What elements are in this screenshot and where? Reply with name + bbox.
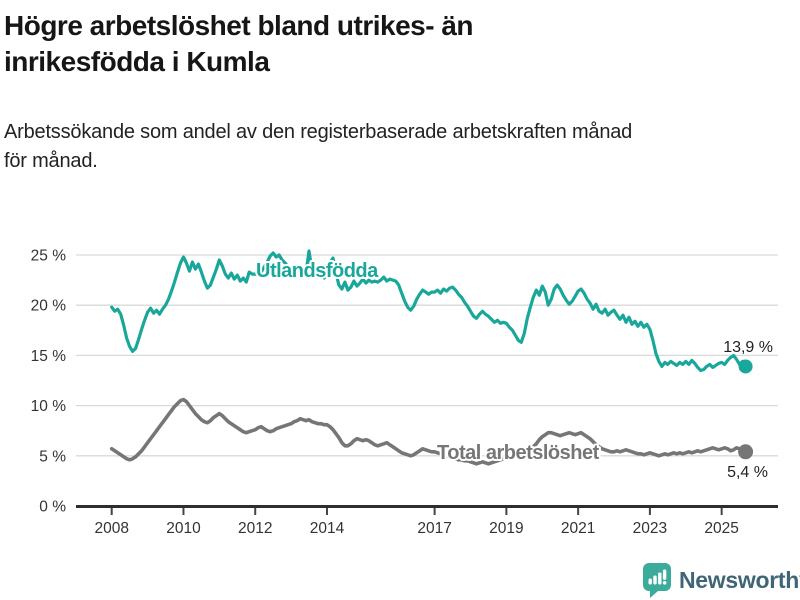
newsworthy-logo-icon [643,563,671,598]
end-value-label-total-arbetsl-shet: 5,4 % [727,464,768,481]
bar-1 [648,578,652,585]
bar-2 [653,575,657,585]
speech-bubble-shape [643,563,671,598]
x-tick-label-2019: 2019 [489,520,523,537]
series-line-total-arbetsl-shet [109,397,748,466]
y-tick-label-25: 25 % [31,248,67,265]
end-value-label-utlandsf-dda: 13,9 % [723,339,773,356]
chart-title-line-2: inrikesfödda i Kumla [4,46,270,77]
series-label-total-arbetsl-shet: Total arbetslöshet [437,442,600,464]
bar-3 [658,572,662,585]
y-tick-label-15: 15 % [31,348,67,365]
series-label-utlandsf-dda: Utlandsfödda [256,260,379,282]
x-tick-label-2021: 2021 [561,520,595,537]
chart-subtitle-line-1: Arbetssökande som andel av den registerb… [4,121,633,143]
exclamation-stem [662,569,667,580]
chart-subtitle: Arbetssökande som andel av den registerb… [4,118,632,176]
series-end-dot-total-arbetsl-shet [738,444,754,460]
x-tick-label-2023: 2023 [633,520,667,537]
x-tick-label-2008: 2008 [94,520,128,537]
brand-name: Newsworthy [679,567,800,593]
y-tick-label-0: 0 % [39,499,66,516]
newsworthy-logo: Newsworthy [641,562,800,599]
y-tick-label-5: 5 % [39,448,66,465]
exclamation-dot [662,581,667,585]
chart-subtitle-line-2: för månad. [4,150,98,172]
series-end-dot-utlandsf-dda [738,359,753,374]
series-line-utlandsf-dda [110,249,748,373]
x-tick-label-2010: 2010 [166,520,201,537]
x-tick-label-2012: 2012 [238,520,272,537]
x-tick-label-2025: 2025 [704,520,738,537]
y-tick-label-20: 20 % [31,298,67,315]
chart-title-line-1: Högre arbetslöshet bland utrikes- än [4,10,474,41]
chart-title: Högre arbetslöshet bland utrikes- än inr… [4,8,474,80]
x-tick-label-2017: 2017 [417,520,451,537]
y-tick-label-10: 10 % [31,398,67,415]
x-tick-label-2014: 2014 [310,520,345,537]
